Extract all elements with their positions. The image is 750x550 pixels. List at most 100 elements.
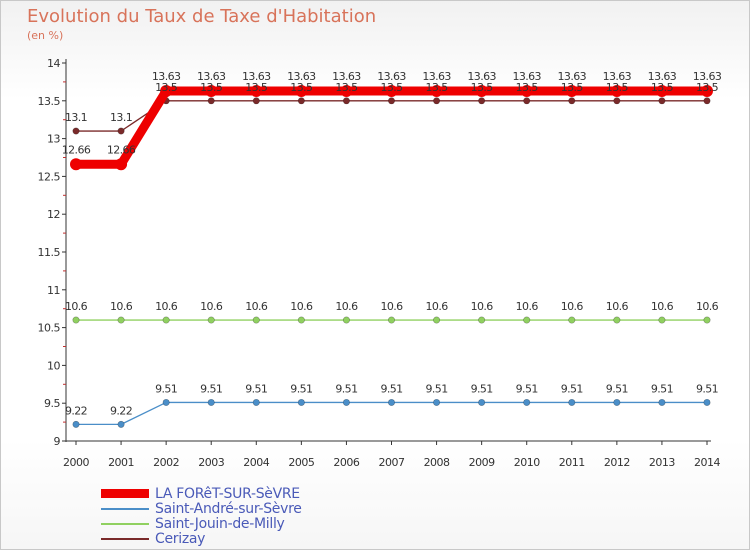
data-label-la-foret-sur-sevre: 13.63 bbox=[558, 70, 587, 83]
point-saint-andre-sur-sevre bbox=[72, 420, 80, 428]
point-saint-jouin-de-milly bbox=[162, 316, 170, 324]
data-label-saint-andre-sur-sevre: 9.51 bbox=[561, 382, 583, 395]
point-cerizay bbox=[433, 97, 441, 105]
point-saint-jouin-de-milly bbox=[252, 316, 260, 324]
legend-item-saint-jouin-de-milly: Saint-Jouin-de-Milly bbox=[101, 516, 302, 532]
point-la-foret-sur-sevre bbox=[565, 84, 578, 97]
y-tick-label: 12 bbox=[47, 208, 60, 221]
point-la-foret-sur-sevre bbox=[295, 84, 308, 97]
x-tick-label: 2014 bbox=[694, 456, 720, 469]
point-saint-andre-sur-sevre bbox=[478, 398, 486, 406]
data-label-saint-andre-sur-sevre: 9.51 bbox=[380, 382, 402, 395]
data-label-cerizay: 13.5 bbox=[155, 81, 178, 94]
data-label-cerizay: 13.1 bbox=[65, 111, 87, 124]
x-tick-label: 2012 bbox=[604, 456, 630, 469]
point-saint-jouin-de-milly bbox=[523, 316, 531, 324]
point-la-foret-sur-sevre bbox=[115, 158, 128, 171]
point-saint-andre-sur-sevre bbox=[387, 398, 395, 406]
point-cerizay bbox=[478, 97, 486, 105]
point-saint-jouin-de-milly bbox=[568, 316, 576, 324]
data-label-cerizay: 13.5 bbox=[561, 81, 584, 94]
point-la-foret-sur-sevre bbox=[250, 84, 263, 97]
y-tick-label: 9.5 bbox=[44, 397, 60, 410]
data-label-saint-jouin-de-milly: 10.6 bbox=[651, 300, 674, 313]
point-saint-jouin-de-milly bbox=[117, 316, 125, 324]
point-saint-andre-sur-sevre bbox=[252, 398, 260, 406]
series-layer bbox=[70, 84, 713, 428]
data-label-la-foret-sur-sevre: 13.63 bbox=[648, 70, 677, 83]
point-saint-jouin-de-milly bbox=[613, 316, 621, 324]
point-la-foret-sur-sevre bbox=[430, 84, 443, 97]
data-label-la-foret-sur-sevre: 13.63 bbox=[377, 70, 406, 83]
data-label-saint-jouin-de-milly: 10.6 bbox=[426, 300, 449, 313]
point-cerizay bbox=[703, 97, 711, 105]
point-la-foret-sur-sevre bbox=[70, 158, 82, 171]
x-tick-label: 2003 bbox=[198, 456, 224, 469]
data-label-la-foret-sur-sevre: 13.63 bbox=[152, 70, 181, 83]
legend-item-cerizay: Cerizay bbox=[101, 531, 302, 547]
data-label-cerizay: 13.1 bbox=[110, 111, 132, 124]
point-la-foret-sur-sevre bbox=[205, 84, 218, 97]
data-label-saint-jouin-de-milly: 10.6 bbox=[155, 300, 178, 313]
point-la-foret-sur-sevre bbox=[475, 84, 488, 97]
legend-item-la-foret-sur-sevre: LA FORêT-SUR-SèVRE bbox=[101, 486, 302, 502]
x-tick-label: 2000 bbox=[63, 456, 89, 469]
point-cerizay bbox=[568, 97, 576, 105]
point-saint-jouin-de-milly bbox=[207, 316, 215, 324]
y-tick-label: 14 bbox=[47, 57, 60, 70]
data-label-saint-andre-sur-sevre: 9.22 bbox=[65, 404, 87, 417]
point-saint-jouin-de-milly bbox=[387, 316, 395, 324]
x-tick-label: 2004 bbox=[243, 456, 269, 469]
data-label-saint-andre-sur-sevre: 9.22 bbox=[110, 404, 132, 417]
y-tick-label: 11.5 bbox=[38, 246, 61, 259]
data-label-la-foret-sur-sevre: 13.63 bbox=[242, 70, 271, 83]
y-tick-label: 11 bbox=[47, 284, 60, 297]
x-tick-label: 2002 bbox=[153, 456, 179, 469]
data-label-cerizay: 13.5 bbox=[426, 81, 449, 94]
data-label-cerizay: 13.5 bbox=[471, 81, 494, 94]
point-la-foret-sur-sevre bbox=[520, 84, 533, 97]
data-label-la-foret-sur-sevre: 12.66 bbox=[62, 143, 91, 156]
point-saint-andre-sur-sevre bbox=[703, 398, 711, 406]
data-label-saint-jouin-de-milly: 10.6 bbox=[471, 300, 494, 313]
point-cerizay bbox=[297, 97, 305, 105]
data-label-la-foret-sur-sevre: 13.63 bbox=[467, 70, 496, 83]
data-label-la-foret-sur-sevre: 13.63 bbox=[603, 70, 632, 83]
y-tick-label: 13 bbox=[47, 133, 60, 146]
x-tick-label: 2009 bbox=[469, 456, 495, 469]
y-tick-label: 10 bbox=[47, 359, 60, 372]
point-cerizay bbox=[342, 97, 350, 105]
data-label-la-foret-sur-sevre: 13.63 bbox=[693, 70, 722, 83]
data-label-saint-andre-sur-sevre: 9.51 bbox=[335, 382, 357, 395]
data-label-saint-andre-sur-sevre: 9.51 bbox=[155, 382, 177, 395]
y-tick-label: 9 bbox=[54, 435, 61, 448]
point-cerizay bbox=[252, 97, 260, 105]
point-la-foret-sur-sevre bbox=[340, 84, 353, 97]
legend-swatch-saint-andre-sur-sevre bbox=[101, 507, 149, 510]
point-la-foret-sur-sevre bbox=[655, 84, 668, 97]
legend-swatch-cerizay bbox=[101, 537, 149, 540]
y-tick-label: 12.5 bbox=[38, 170, 61, 183]
point-cerizay bbox=[523, 97, 531, 105]
point-la-foret-sur-sevre bbox=[385, 84, 398, 97]
point-cerizay bbox=[117, 127, 125, 135]
point-la-foret-sur-sevre bbox=[701, 84, 713, 97]
data-label-saint-jouin-de-milly: 10.6 bbox=[606, 300, 629, 313]
x-tick-label: 2006 bbox=[333, 456, 359, 469]
point-saint-andre-sur-sevre bbox=[568, 398, 576, 406]
data-label-saint-andre-sur-sevre: 9.51 bbox=[651, 382, 673, 395]
data-label-cerizay: 13.5 bbox=[606, 81, 629, 94]
data-label-cerizay: 13.5 bbox=[696, 81, 719, 94]
point-saint-andre-sur-sevre bbox=[207, 398, 215, 406]
point-cerizay bbox=[207, 97, 215, 105]
data-label-la-foret-sur-sevre: 13.63 bbox=[287, 70, 316, 83]
x-tick-label: 2013 bbox=[649, 456, 675, 469]
data-label-cerizay: 13.5 bbox=[651, 81, 674, 94]
data-label-saint-jouin-de-milly: 10.6 bbox=[245, 300, 268, 313]
point-saint-jouin-de-milly bbox=[703, 316, 711, 324]
data-label-saint-andre-sur-sevre: 9.51 bbox=[696, 382, 718, 395]
point-la-foret-sur-sevre bbox=[610, 84, 623, 97]
point-la-foret-sur-sevre bbox=[160, 84, 173, 97]
